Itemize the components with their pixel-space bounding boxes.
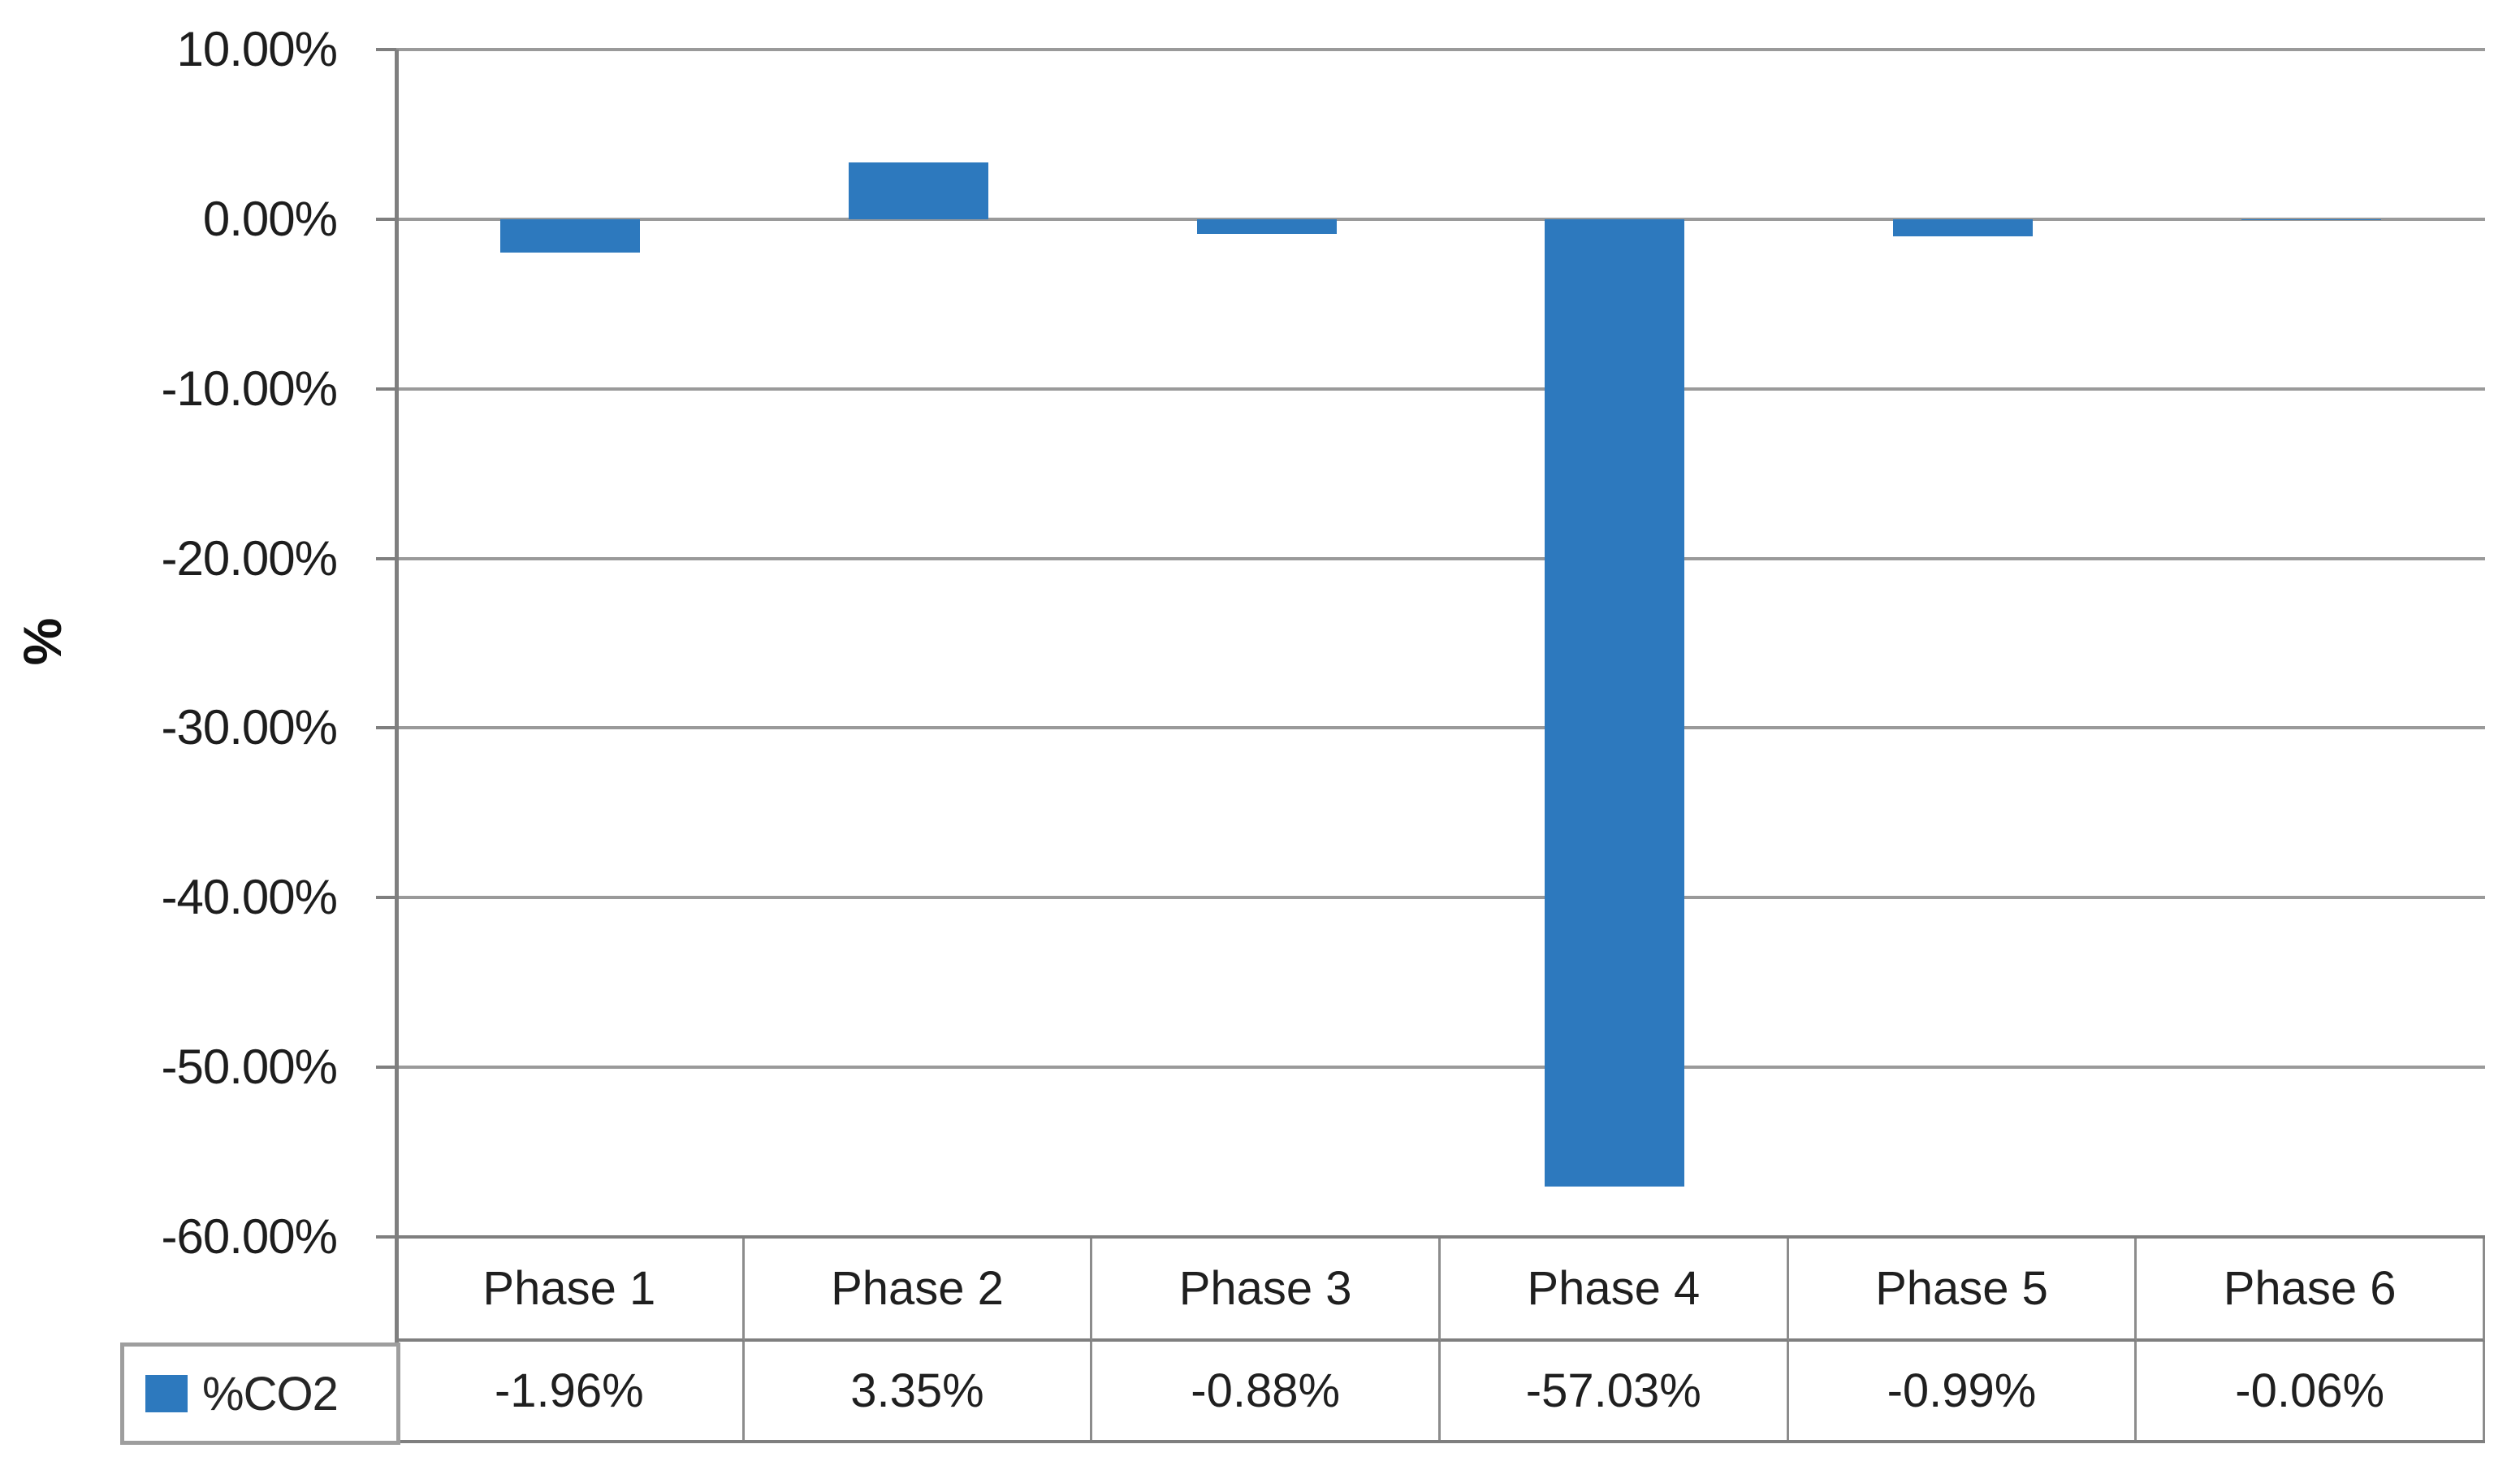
y-axis-line (395, 50, 399, 1443)
gridline--20.00% (396, 556, 2485, 560)
legend-series-label: %CO2 (202, 1367, 339, 1420)
bar-phase-5 (1893, 218, 2033, 236)
table-header-phase-1: Phase 1 (396, 1239, 745, 1342)
table-header-phase-3: Phase 3 (1092, 1239, 1441, 1342)
data-table: Phase 1 Phase 2 Phase 3 Phase 4 Phase 5 Phase… (396, 1235, 2485, 1443)
legend: %CO2 (120, 1342, 400, 1445)
y-axis-tick (376, 896, 396, 900)
y-axis-tick (376, 48, 396, 51)
y-axis-tick (376, 1235, 396, 1239)
bar-phase-1 (500, 218, 641, 253)
gridline--10.00% (396, 387, 2485, 391)
y-axis-label: -10.00% (161, 361, 338, 416)
y-axis-tick (376, 556, 396, 560)
y-axis-label: -30.00% (161, 700, 338, 755)
table-header-phase-5: Phase 5 (1788, 1239, 2137, 1342)
bar-phase-2 (849, 162, 988, 219)
table-header-phase-4: Phase 4 (1440, 1239, 1789, 1342)
table-value-phase-5: -0.99% (1789, 1342, 2137, 1440)
y-axis-label: -40.00% (161, 870, 338, 925)
table-header-phase-6: Phase 6 (2137, 1239, 2485, 1342)
table-value-phase-6: -0.06% (2137, 1342, 2485, 1440)
y-axis-tick (376, 217, 396, 221)
y-axis-tick (376, 1066, 396, 1070)
y-axis-label: 10.00% (176, 22, 339, 76)
gridline-10.00% (396, 48, 2485, 51)
y-axis-label: -50.00% (161, 1040, 338, 1095)
table-value-phase-4: -57.03% (1441, 1342, 1789, 1440)
legend-color-swatch-icon (145, 1375, 188, 1412)
y-axis-tick (376, 387, 396, 391)
table-value-phase-1: -1.96% (396, 1342, 745, 1440)
gridline--40.00% (396, 896, 2485, 900)
gridline-0.00% (396, 217, 2485, 221)
y-axis-label: -20.00% (161, 530, 338, 586)
y-axis-title: % (12, 617, 72, 666)
gridline--30.00% (396, 726, 2485, 730)
plot-area (396, 48, 2485, 1237)
gridline--50.00% (396, 1066, 2485, 1070)
y-axis-label: 0.00% (202, 191, 338, 246)
y-axis-tick (376, 726, 396, 730)
table-header-phase-2: Phase 2 (744, 1239, 1093, 1342)
bar-phase-3 (1196, 218, 1337, 235)
bar-phase-4 (1545, 218, 1685, 1187)
table-value-phase-2: 3.35% (745, 1342, 1093, 1440)
y-axis-label: -60.00% (161, 1209, 338, 1264)
table-value-phase-3: -0.88% (1092, 1342, 1441, 1440)
bar-phase-6 (2241, 218, 2381, 221)
